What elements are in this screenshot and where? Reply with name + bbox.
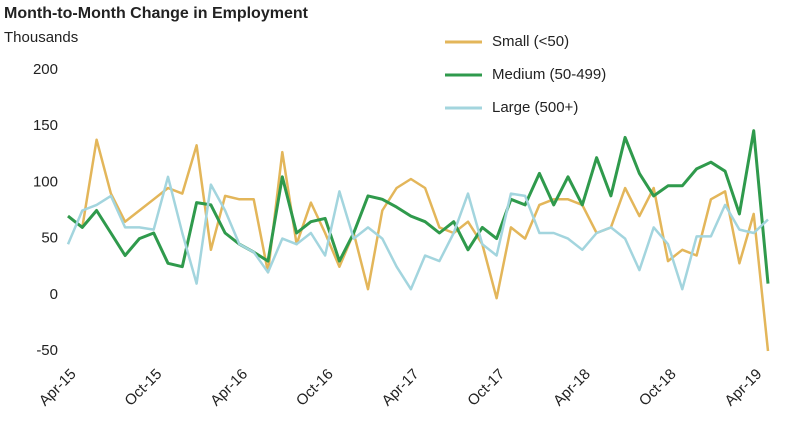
legend-label: Small (<50) [492, 33, 569, 50]
x-tick-label: Apr-17 [379, 366, 423, 410]
x-tick-label: Apr-19 [721, 366, 765, 410]
y-tick-label: 200 [33, 61, 58, 78]
series-line [66, 175, 769, 291]
x-tick-label: Oct-17 [464, 366, 508, 410]
y-tick-label: 0 [50, 286, 58, 303]
y-tick-label: -50 [36, 342, 58, 359]
x-tick-label: Oct-15 [121, 366, 165, 410]
legend-label: Medium (50-499) [492, 66, 606, 83]
x-tick-label: Apr-15 [36, 366, 80, 410]
x-tick-label: Oct-16 [293, 366, 337, 410]
y-tick-label: 100 [33, 173, 58, 190]
y-tick-label: 150 [33, 117, 58, 134]
series-line [67, 129, 770, 284]
chart-subtitle: Thousands [4, 29, 78, 46]
chart-title: Month-to-Month Change in Employment [4, 5, 309, 22]
x-tick-label: Apr-18 [550, 366, 594, 410]
x-tick-label: Apr-16 [207, 366, 251, 410]
y-tick-label: 50 [41, 230, 58, 247]
series-line [67, 138, 770, 352]
x-tick-label: Oct-18 [636, 366, 680, 410]
legend-label: Large (500+) [492, 99, 578, 116]
